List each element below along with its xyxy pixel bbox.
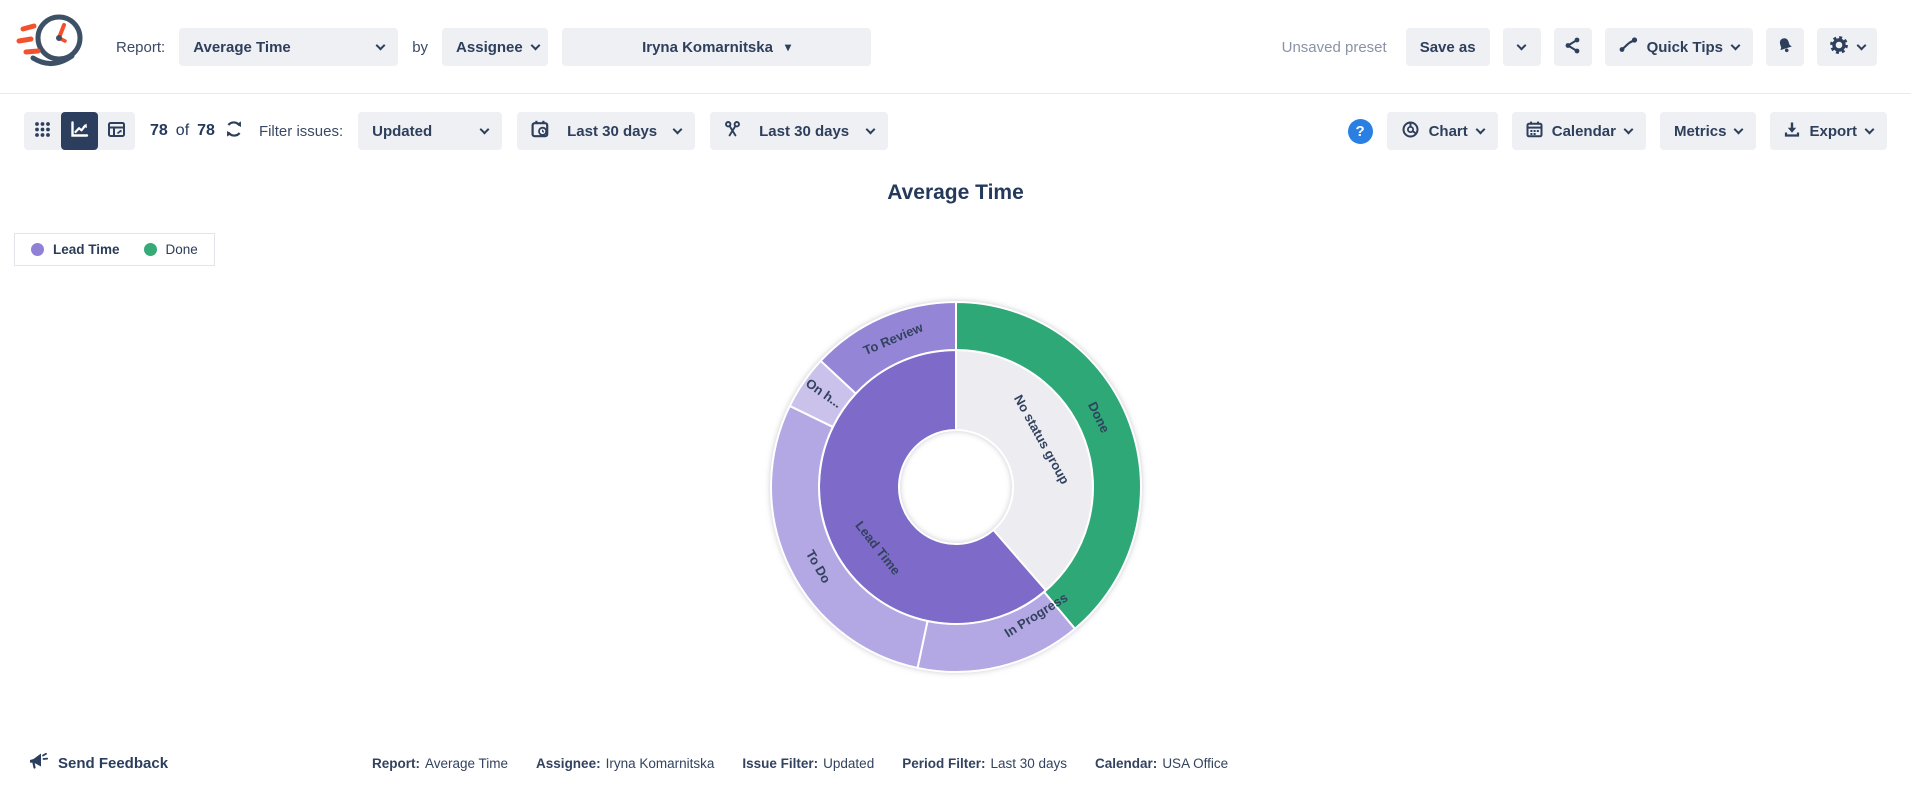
chevron-down-icon	[1516, 40, 1527, 50]
sunburst-segment-to-review[interactable]	[819, 300, 957, 395]
chevron-down-icon	[1864, 124, 1875, 134]
toolbar-left: 78 of 78 Filter issues: Updated Last	[24, 112, 889, 150]
download-icon	[1784, 121, 1800, 142]
grid-icon	[34, 121, 51, 141]
chevron-down-icon	[1856, 40, 1867, 50]
sunburst-chart: No status group Lead Time Done In Progress T…	[756, 292, 1156, 684]
quick-tips-icon	[1619, 37, 1638, 57]
chevron-down-icon	[1730, 40, 1741, 50]
legend-item[interactable]: Done	[143, 242, 198, 257]
issue-filter-dropdown[interactable]: Updated	[358, 112, 503, 150]
scissors-icon	[724, 120, 741, 142]
assignee-value: Iryna Komarnitska	[642, 38, 773, 56]
legend-label: Lead Time	[53, 242, 120, 257]
date-range-dropdown[interactable]: Last 30 days	[517, 112, 696, 150]
chevron-down-icon	[375, 40, 386, 50]
chevron-down-icon	[1734, 124, 1744, 134]
quick-tips-button[interactable]: Quick Tips	[1604, 28, 1753, 66]
chart-menu-button[interactable]: Chart	[1386, 112, 1498, 150]
app-logo-icon	[16, 8, 88, 81]
legend-dot-icon	[31, 243, 44, 256]
megaphone-icon	[28, 752, 49, 775]
send-feedback-button[interactable]: Send Feedback	[28, 745, 168, 781]
legend-dot-icon	[143, 243, 157, 256]
date-range-value: Last 30 days	[567, 122, 658, 140]
chevron-down-icon	[865, 124, 876, 134]
issue-count: 78 of 78	[150, 119, 244, 144]
notifications-button[interactable]	[1766, 28, 1804, 66]
summary-item: Assignee: Iryna Komarnitska	[536, 755, 715, 771]
app-header: Report: Average Time by Assignee Iryna K…	[0, 0, 1911, 94]
settings-button[interactable]	[1817, 28, 1877, 66]
share-button[interactable]	[1553, 28, 1592, 66]
metrics-menu-button[interactable]: Metrics	[1659, 112, 1757, 150]
calendar-clock-icon	[531, 120, 550, 143]
report-type-dropdown[interactable]: Average Time	[179, 28, 399, 66]
group-by-dropdown[interactable]: Assignee	[442, 28, 549, 66]
period-filter-value: Last 30 days	[759, 122, 850, 140]
unsaved-preset-label: Unsaved preset	[1281, 38, 1387, 56]
summary-item: Report: Average Time	[372, 755, 509, 771]
period-filter-dropdown[interactable]: Last 30 days	[710, 112, 889, 150]
save-as-button[interactable]: Save as	[1405, 28, 1490, 66]
report-type-value: Average Time	[193, 38, 291, 56]
calendar-icon	[1526, 121, 1543, 142]
view-grid-button[interactable]	[24, 112, 61, 150]
toolbar-right: ? Chart Calendar	[1347, 112, 1887, 150]
summary-item: Issue Filter: Updated	[742, 755, 875, 771]
issue-filter-value: Updated	[372, 122, 433, 140]
calendar-menu-button[interactable]: Calendar	[1511, 112, 1646, 150]
report-label: Report:	[116, 38, 166, 56]
refresh-icon[interactable]	[224, 119, 244, 144]
dropdown-triangle-icon: ▾	[784, 40, 791, 54]
pivot-table-icon	[107, 121, 126, 141]
chevron-down-icon	[672, 124, 683, 134]
summary-item: Calendar: USA Office	[1095, 755, 1229, 771]
legend-label: Done	[165, 242, 198, 257]
group-by-value: Assignee	[456, 38, 523, 56]
view-switcher	[24, 112, 135, 150]
view-chart-button[interactable]	[61, 112, 98, 150]
filter-issues-label: Filter issues:	[258, 122, 344, 140]
by-label: by	[412, 38, 429, 56]
chart-legend: Lead Time Done	[14, 233, 215, 266]
report-summary: Report: Average Time Assignee: Iryna Komarn…	[372, 745, 1228, 781]
sunburst-segment-done[interactable]	[955, 300, 1142, 631]
share-icon	[1564, 37, 1581, 58]
view-table-button[interactable]	[98, 112, 135, 150]
chevron-down-icon	[1475, 124, 1486, 134]
chevron-down-icon	[1623, 124, 1634, 134]
chevron-down-icon	[479, 124, 490, 134]
donut-chart-icon	[1401, 120, 1420, 143]
chevron-down-icon	[530, 40, 541, 50]
help-button[interactable]: ?	[1347, 118, 1373, 144]
bell-icon	[1776, 37, 1794, 58]
chart-line-icon	[70, 121, 89, 141]
save-options-button[interactable]	[1502, 28, 1541, 66]
export-button[interactable]: Export	[1770, 112, 1887, 150]
gear-icon	[1829, 35, 1849, 59]
assignee-dropdown[interactable]: Iryna Komarnitska ▾	[562, 28, 872, 66]
page-title: Average Time	[887, 181, 1024, 204]
legend-item[interactable]: Lead Time	[31, 242, 120, 257]
summary-item: Period Filter: Last 30 days	[902, 755, 1068, 771]
